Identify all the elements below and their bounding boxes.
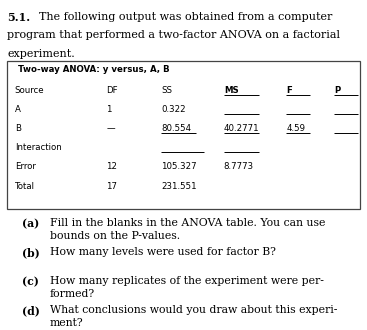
Text: 8.7773: 8.7773 (224, 162, 254, 171)
Text: program that performed a two-factor ANOVA on a factorial: program that performed a two-factor ANOV… (7, 30, 340, 40)
Text: F: F (286, 86, 292, 95)
Text: B: B (15, 124, 21, 133)
Text: Total: Total (15, 182, 34, 190)
Text: The following output was obtained from a computer: The following output was obtained from a… (39, 12, 332, 21)
Text: 4.59: 4.59 (286, 124, 305, 133)
FancyBboxPatch shape (7, 61, 360, 209)
Text: Source: Source (15, 86, 44, 95)
Text: (c): (c) (22, 276, 39, 287)
Text: 40.2771: 40.2771 (224, 124, 259, 133)
Text: DF: DF (106, 86, 118, 95)
Text: How many replicates of the experiment were per-
formed?: How many replicates of the experiment we… (50, 276, 323, 299)
Text: MS: MS (224, 86, 239, 95)
Text: —: — (106, 124, 115, 133)
Text: 80.554: 80.554 (161, 124, 192, 133)
Text: 105.327: 105.327 (161, 162, 197, 171)
Text: 231.551: 231.551 (161, 182, 197, 190)
Text: How many levels were used for factor B?: How many levels were used for factor B? (50, 247, 275, 257)
Text: 0.322: 0.322 (161, 105, 186, 114)
Text: 12: 12 (106, 162, 117, 171)
Text: (d): (d) (22, 305, 40, 316)
Text: SS: SS (161, 86, 172, 95)
Text: What conclusions would you draw about this experi-
ment?: What conclusions would you draw about th… (50, 305, 337, 328)
Text: A: A (15, 105, 21, 114)
Text: 5.1.: 5.1. (7, 12, 30, 22)
Text: P: P (334, 86, 340, 95)
Text: 1: 1 (106, 105, 112, 114)
Text: Error: Error (15, 162, 36, 171)
Text: experiment.: experiment. (7, 49, 75, 59)
Text: (b): (b) (22, 247, 40, 258)
Text: Interaction: Interaction (15, 143, 61, 152)
Text: Fill in the blanks in the ANOVA table. You can use
bounds on the P-values.: Fill in the blanks in the ANOVA table. Y… (50, 218, 325, 241)
Text: 17: 17 (106, 182, 117, 190)
Text: (a): (a) (22, 218, 39, 229)
Text: Two-way ANOVA: y versus, A, B: Two-way ANOVA: y versus, A, B (18, 65, 170, 74)
